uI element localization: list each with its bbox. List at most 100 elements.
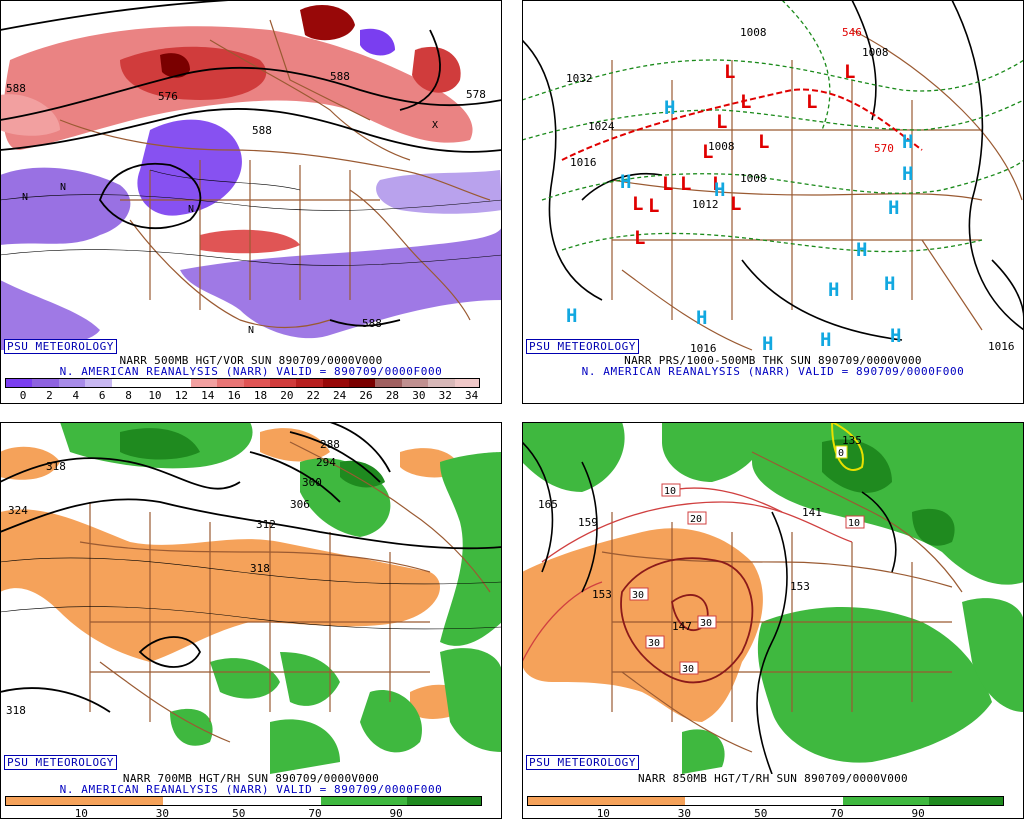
height-label: 300 — [302, 476, 322, 489]
colorbar-segment — [163, 797, 321, 805]
svg-text:10: 10 — [664, 486, 676, 497]
colorbar-segment — [428, 379, 456, 387]
colorbar-segment — [190, 379, 219, 387]
colorbar-segment — [349, 379, 377, 387]
high-pressure-marker: H — [820, 329, 831, 351]
svg-text:30: 30 — [682, 664, 694, 675]
moist-area — [120, 428, 200, 460]
psu-meteorology-label: PSU METEOROLOGY — [526, 755, 639, 770]
vort-negative-area — [0, 280, 100, 350]
vort-negative-area — [360, 28, 395, 56]
colorbar-tick-label: 28 — [385, 389, 400, 402]
low-pressure-marker: L — [712, 173, 723, 195]
isotherm-box-label: 0 — [835, 445, 848, 459]
isobar-label: 1008 — [740, 172, 767, 185]
vort-negative-area — [137, 119, 242, 216]
geo-borders — [79, 441, 491, 743]
height-label: 318 — [46, 460, 66, 473]
geo-borders — [601, 451, 963, 753]
colorbar-tick-label: 10 — [74, 807, 88, 820]
contour-label: 588 — [6, 82, 26, 95]
isobar-label: 1016 — [988, 340, 1015, 353]
colorbar-segment — [137, 379, 166, 387]
moist-area — [210, 658, 280, 699]
colorbar-segment — [6, 797, 164, 805]
moist-area — [912, 508, 955, 546]
colorbar-tick-label: 24 — [333, 389, 347, 402]
colorbar-tick-label: 18 — [253, 389, 268, 402]
low-pressure-marker: L — [724, 61, 735, 83]
height-label: 306 — [290, 498, 310, 511]
isotherm-box-label: 30 — [697, 615, 717, 629]
colorbar-tick-label: 32 — [438, 389, 452, 402]
vort-positive-area — [412, 46, 461, 93]
isotherm-box-label: 30 — [679, 661, 699, 675]
panel-subcaption: N. AMERICAN REANALYSIS (NARR) VALID = 89… — [59, 365, 443, 378]
colorbar-tick-label: 70 — [830, 807, 844, 820]
low-pressure-marker: L — [716, 111, 727, 133]
low-pressure-marker: L — [844, 61, 855, 83]
colorbar-tick-label: 22 — [306, 389, 320, 402]
height-contours — [0, 0, 502, 327]
low-pressure-marker: L — [632, 193, 643, 215]
colorbar-segment — [528, 797, 686, 805]
dry-area — [0, 509, 440, 662]
contour-label: 576 — [158, 90, 178, 103]
colorbar-tick-label: 50 — [232, 807, 246, 820]
thickness-570-line — [561, 88, 923, 161]
isobar-label: 1008 — [740, 26, 767, 39]
height-label: 318 — [250, 562, 270, 575]
colorbar-segment — [296, 379, 324, 387]
high-pressure-marker: H — [856, 239, 867, 261]
vort-min-marker: N — [60, 182, 66, 193]
height-label: 135 — [842, 434, 862, 447]
psu-meteorology-label: PSU METEOROLOGY — [526, 339, 639, 354]
high-pressure-marker: H — [884, 273, 895, 295]
panel-caption: NARR 700MB HGT/RH SUN 890709/0000V000 — [122, 772, 380, 785]
moist-area — [280, 652, 340, 706]
high-pressure-marker: H — [696, 307, 707, 329]
low-pressure-marker: L — [806, 91, 817, 113]
low-pressure-marker: L — [740, 91, 751, 113]
isobar-label: 1016 — [570, 156, 597, 169]
colorbar-tick-label: 30 — [155, 807, 170, 820]
low-pressure-marker: L — [758, 131, 769, 153]
vorticity-map-svg: 588 588 576 588 578 588 N N N N X — [0, 0, 502, 350]
height-label: 141 — [802, 506, 822, 519]
thickness-label: 546 — [842, 26, 862, 39]
moist-area — [522, 422, 625, 492]
high-pressure-marker: H — [762, 333, 773, 354]
height-label: 288 — [320, 438, 340, 451]
high-pressure-marker: H — [902, 131, 913, 153]
height-label: 294 — [316, 456, 336, 469]
colorbar-segment — [406, 797, 481, 805]
colorbar-segment — [928, 797, 1003, 805]
low-pressure-marker: L — [702, 141, 713, 163]
panel-850mb-temp: 10 10 20 30 30 30 30 0 165 159 153 153 147 141 … — [522, 422, 1024, 820]
temp850-map: 10 10 20 30 30 30 30 0 165 159 153 153 147 141 … — [522, 422, 1024, 774]
low-pressure-marker: L — [634, 227, 645, 249]
low-pressure-marker: L — [648, 195, 659, 217]
high-pressure-marker: H — [888, 197, 899, 219]
high-pressure-marker: H — [902, 163, 913, 185]
colorbar-tick-label: 8 — [125, 389, 132, 402]
isotherm-box-label: 20 — [687, 511, 707, 525]
isobars — [522, 0, 1024, 341]
colorbar-tick-label: 26 — [359, 389, 373, 402]
colorbar-tick-label: 12 — [174, 389, 188, 402]
colorbar-tick-label: 20 — [280, 389, 294, 402]
rh-colorbar-ticks: 10 30 50 70 90 — [527, 807, 1004, 820]
height-label: 153 — [790, 580, 810, 593]
colorbar-segment — [269, 379, 298, 387]
colorbar-segment — [243, 379, 271, 387]
contour-label: 588 — [252, 124, 272, 137]
svg-text:20: 20 — [690, 514, 702, 525]
vort-min-marker: N — [248, 325, 254, 336]
colorbar-tick-label: 14 — [201, 389, 215, 402]
dry-area — [0, 446, 60, 480]
colorbar-segment — [842, 797, 929, 805]
panel-500mb-vorticity: 588 588 576 588 578 588 N N N N X PSU ME… — [0, 0, 502, 404]
